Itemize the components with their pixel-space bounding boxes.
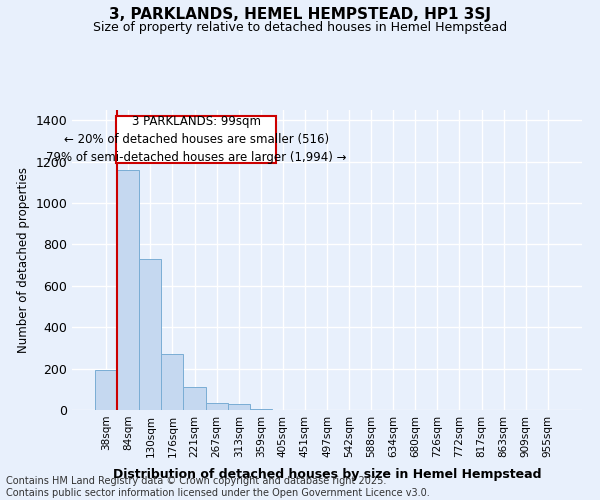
Bar (227, 404, 250, 410)
Bar (206, 403, 227, 410)
Bar (117, 170, 139, 410)
Bar (161, 354, 184, 410)
Bar (184, 387, 206, 410)
Bar (95, 370, 117, 410)
Text: Size of property relative to detached houses in Hemel Hempstead: Size of property relative to detached ho… (93, 21, 507, 34)
Text: 3 PARKLANDS: 99sqm
← 20% of detached houses are smaller (516)
79% of semi-detach: 3 PARKLANDS: 99sqm ← 20% of detached hou… (46, 115, 346, 164)
Text: 3, PARKLANDS, HEMEL HEMPSTEAD, HP1 3SJ: 3, PARKLANDS, HEMEL HEMPSTEAD, HP1 3SJ (109, 8, 491, 22)
FancyBboxPatch shape (116, 116, 276, 163)
Text: Contains HM Land Registry data © Crown copyright and database right 2025.
Contai: Contains HM Land Registry data © Crown c… (6, 476, 430, 498)
Bar (139, 259, 161, 410)
Y-axis label: Number of detached properties: Number of detached properties (17, 167, 30, 353)
X-axis label: Distribution of detached houses by size in Hemel Hempstead: Distribution of detached houses by size … (113, 468, 541, 481)
Bar (250, 409, 272, 410)
